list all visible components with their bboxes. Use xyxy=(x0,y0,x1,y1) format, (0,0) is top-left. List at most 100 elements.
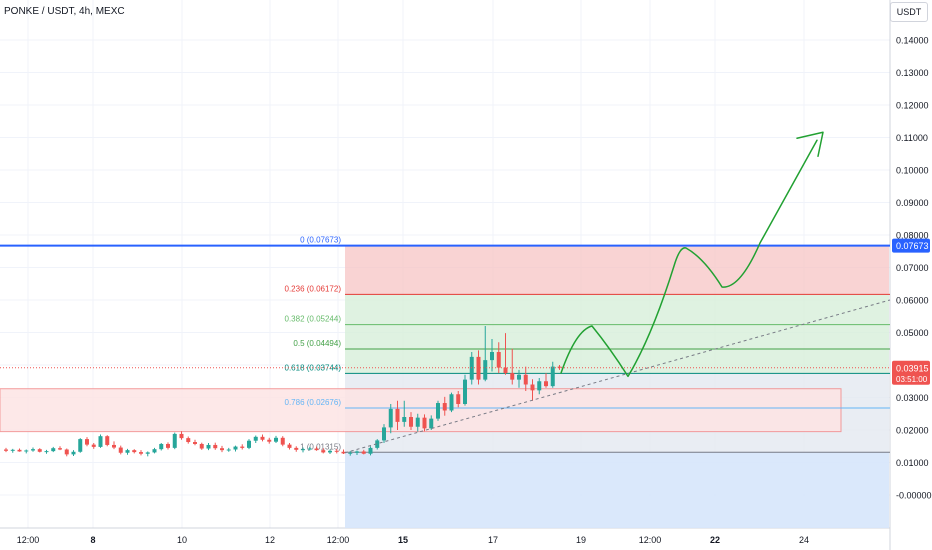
candle-body xyxy=(274,437,278,442)
candle-body xyxy=(220,448,224,451)
candle-body xyxy=(78,439,83,452)
x-tick-label: 12 xyxy=(265,535,275,545)
candle-body xyxy=(213,444,218,449)
candle-body xyxy=(361,451,366,454)
candle-body xyxy=(193,442,197,444)
y-tick-label: 0.01000 xyxy=(896,458,929,468)
y-tick-label: 0.02000 xyxy=(896,426,929,436)
fib-zone-blue xyxy=(345,452,889,528)
candle-body xyxy=(206,444,211,449)
candle-body xyxy=(314,448,319,451)
current-price-label: 0.03915 xyxy=(896,363,929,373)
candle-body xyxy=(550,366,555,387)
fib-label: 0.786 (0.02676) xyxy=(285,398,342,407)
x-tick-label: 15 xyxy=(398,535,408,545)
candle-body xyxy=(179,433,184,439)
candle-body xyxy=(307,448,312,450)
candle-body xyxy=(287,444,292,448)
candle-body xyxy=(247,440,251,448)
fib-zone-red xyxy=(345,245,889,295)
x-tick-label: 10 xyxy=(177,535,187,545)
candle-body xyxy=(166,443,170,448)
candle-body xyxy=(402,417,407,422)
candle-body xyxy=(301,449,305,451)
y-tick-label: 0.12000 xyxy=(896,101,929,111)
candle-body xyxy=(334,450,339,452)
candle-body xyxy=(496,352,501,368)
candle-body xyxy=(233,446,238,450)
candle-body xyxy=(490,352,494,361)
current-price-badge xyxy=(892,360,930,385)
fib-label: 0.382 (0.05244) xyxy=(285,315,342,324)
candle-body xyxy=(260,436,265,440)
candles xyxy=(4,326,562,457)
y-tick-label: 0.11000 xyxy=(896,133,928,143)
candle-body xyxy=(4,449,8,451)
candle-body xyxy=(24,450,29,452)
candle-body xyxy=(105,436,110,445)
candle-body xyxy=(442,403,447,411)
candle-body xyxy=(375,440,380,448)
y-axis[interactable]: 0.14000 0.13000 0.12000 0.11000 0.10000 0.090… xyxy=(892,36,932,501)
candle-body xyxy=(172,433,177,448)
chart-title: PONKE / USDT, 4h, MEXC xyxy=(4,6,125,17)
candle-body xyxy=(253,436,258,441)
candle-body xyxy=(152,449,157,453)
currency-unit-button[interactable]: USDT xyxy=(890,2,928,22)
candle-body xyxy=(17,449,22,452)
fib-label: 0.236 (0.06172) xyxy=(285,284,342,293)
candle-body xyxy=(91,444,96,447)
candle-body xyxy=(328,450,332,453)
candle-body xyxy=(10,449,15,451)
candle-body xyxy=(544,381,548,387)
projection-arrowhead xyxy=(796,131,824,157)
candle-body xyxy=(368,447,373,454)
candle-body xyxy=(267,439,272,442)
candle-body xyxy=(348,452,353,454)
y-tick-label: 0.13000 xyxy=(896,68,929,78)
y-tick-label: 0.08000 xyxy=(896,231,929,241)
candle-body xyxy=(388,408,393,428)
candle-body xyxy=(280,437,285,445)
y-tick-label: 0.03000 xyxy=(896,393,929,403)
y-tick-label: 0.05000 xyxy=(896,328,929,338)
candle-body xyxy=(226,449,231,451)
fib-zone-green xyxy=(345,294,889,374)
candle-body xyxy=(98,436,103,447)
candle-body xyxy=(510,373,515,380)
candle-body xyxy=(449,394,454,411)
candle-body xyxy=(557,366,562,368)
candle-body xyxy=(64,449,69,455)
candle-body xyxy=(58,448,62,450)
x-tick-label: 24 xyxy=(799,535,809,545)
fib-zones xyxy=(345,245,889,528)
support-box-rect xyxy=(0,388,842,433)
candle-body xyxy=(159,443,164,450)
x-tick-label: 19 xyxy=(576,535,586,545)
y-tick-label: 0.14000 xyxy=(896,36,929,46)
candle-body xyxy=(186,438,191,443)
fib-high-badge xyxy=(892,238,930,253)
x-tick-label: 12:00 xyxy=(639,535,662,545)
x-tick-label: 12:00 xyxy=(17,535,40,545)
candle-body xyxy=(199,443,204,449)
candle-body xyxy=(463,379,467,404)
projection-path xyxy=(560,139,818,378)
candle-body xyxy=(294,447,299,450)
candle-body xyxy=(517,374,521,380)
candle-body xyxy=(44,451,49,453)
x-tick-label: 17 xyxy=(488,535,498,545)
candle-body xyxy=(476,356,481,380)
fib-high-badge-label: 0.07673 xyxy=(896,241,929,251)
y-tick-label: 0.10000 xyxy=(896,166,929,176)
countdown-label: 03:51:00 xyxy=(896,375,928,384)
candle-body xyxy=(341,451,346,454)
x-axis[interactable]: 12:00 8 10 12 12:00 15 17 19 12:00 22 24 xyxy=(17,535,809,545)
support-box xyxy=(0,388,842,433)
candle-body xyxy=(436,403,440,419)
candle-body xyxy=(382,427,386,441)
candle-body xyxy=(125,450,130,453)
candle-body xyxy=(429,418,434,429)
candle-body xyxy=(145,452,150,454)
